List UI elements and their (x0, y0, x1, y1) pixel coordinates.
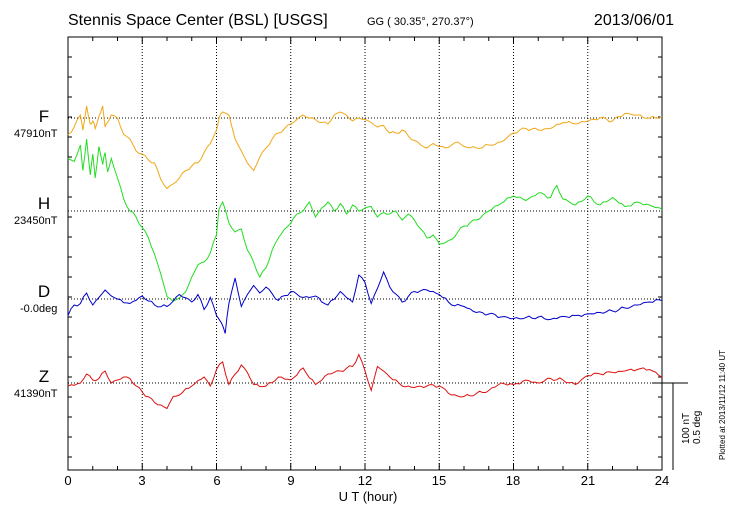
x-tick-label: 12 (357, 473, 373, 488)
axis-ticks (67, 37, 663, 470)
series-label-F: F (38, 107, 50, 126)
x-tick-label: 21 (580, 473, 596, 488)
x-tick-label: 15 (431, 473, 447, 488)
grid-lines (68, 37, 662, 470)
series-label-Z: Z (38, 367, 50, 386)
series-line-F (67, 105, 663, 190)
x-axis-label: U T (hour) (338, 489, 398, 504)
series-label-H: H (37, 194, 51, 213)
station-coordinates: GG ( 30.35°, 270.37°) (367, 16, 474, 28)
x-tick-label: 0 (64, 473, 72, 488)
scale-bar (652, 382, 688, 470)
series-line-Z (67, 353, 663, 410)
x-tick-label: 18 (505, 473, 521, 488)
series-baseline-F: 47910nT (14, 128, 58, 140)
x-tick-label: 24 (654, 473, 670, 488)
x-tick-label: 3 (138, 473, 146, 488)
series-lines (67, 105, 663, 410)
series-baseline-H: 23450nT (14, 215, 58, 227)
series-label-D: D (37, 282, 51, 301)
x-tick-label: 6 (213, 473, 221, 488)
chart-title: Stennis Space Center (BSL) [USGS] (68, 12, 328, 29)
series-baseline-D: -0.0deg (20, 303, 58, 315)
chart-date: 2013/06/01 (593, 12, 674, 29)
series-line-H (67, 138, 663, 302)
series-baseline-Z: 41390nT (14, 388, 58, 400)
series-line-D (67, 270, 663, 334)
x-tick-label: 9 (287, 473, 295, 488)
